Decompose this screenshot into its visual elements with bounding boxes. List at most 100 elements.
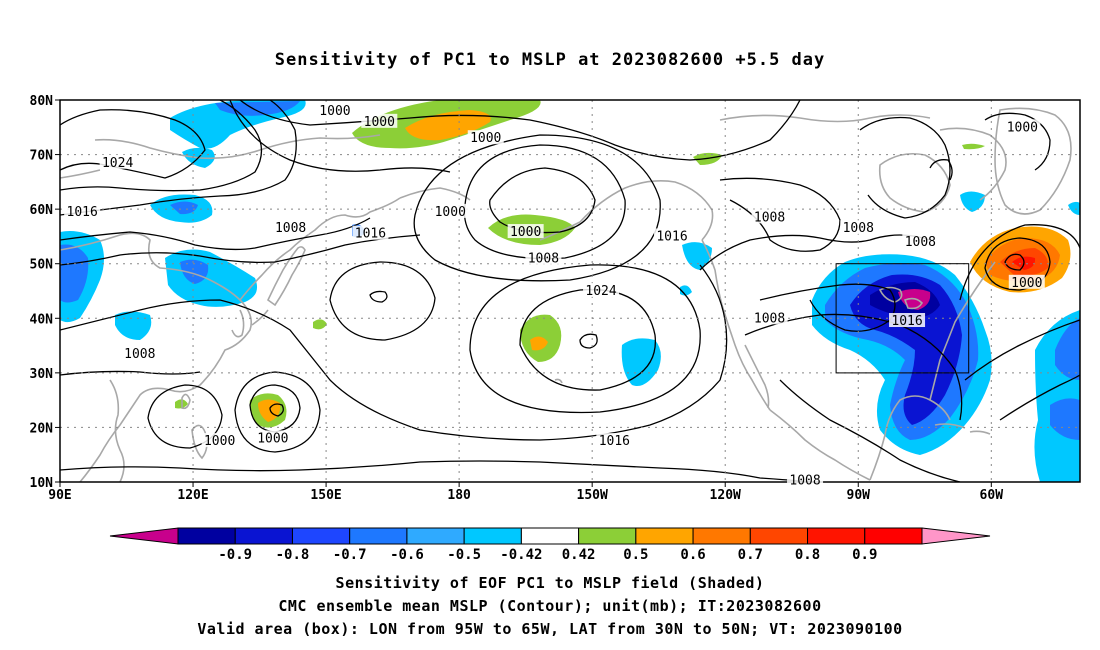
- lat-label: 70N: [30, 149, 54, 164]
- lon-label: 60W: [980, 488, 1004, 503]
- pos-shade-atl-small: [962, 143, 985, 150]
- shaded-sensitivity: [60, 100, 1080, 482]
- contour-label: 1000: [364, 115, 395, 130]
- contour-label: 1000: [257, 431, 288, 446]
- contour-label-bg: [840, 220, 877, 235]
- contour-label-bg: [316, 102, 353, 117]
- colorbar-segment: [406, 527, 465, 545]
- contour-label-bg: [361, 113, 398, 128]
- contour-label-bg: [751, 209, 788, 224]
- neg-shade-atl-ne: [1068, 201, 1080, 215]
- contour-label-bg: [64, 203, 101, 218]
- contour-label-bg: [467, 130, 504, 145]
- contour-label: 1008: [275, 221, 306, 236]
- contour-label: 1024: [102, 156, 133, 171]
- colorbar-label: -0.9: [218, 547, 252, 563]
- contour-label-bg: [583, 283, 620, 297]
- neg-shade-labrador: [960, 191, 985, 212]
- pos-shade-central-core: [530, 336, 548, 351]
- colorbar-max-triangle: [921, 527, 991, 545]
- lat-label: 60N: [30, 203, 54, 218]
- colorbar-label: 0.7: [738, 547, 763, 563]
- lat-label: 30N: [30, 367, 54, 382]
- colorbar-label: 0.5: [623, 547, 648, 563]
- contour-label-bg: [99, 154, 136, 169]
- valid-area-box: [835, 263, 970, 374]
- colorbar-segment: [463, 527, 522, 545]
- pos-shade-typhoon-core: [258, 399, 281, 422]
- contour-label-bg: [352, 225, 389, 240]
- colorbar-segment: [635, 527, 694, 545]
- contour-label-bg: [596, 433, 633, 448]
- contour-label-bg: [201, 433, 238, 448]
- colorbar-label: -0.7: [333, 547, 367, 563]
- lon-label: 120W: [710, 488, 741, 503]
- contour-label-bg: [902, 233, 939, 248]
- contour-label: 1016: [599, 434, 630, 449]
- contour-labels: 1000 1000 1000 1024 1016 1000 1008 1016 1000 1008…: [64, 102, 1045, 488]
- neg-shade-atl-se2: [1050, 398, 1080, 440]
- lon-label: 90E: [48, 488, 71, 503]
- contour-label-bg: [1008, 274, 1045, 289]
- colorbar-segment: [692, 527, 751, 545]
- contour-label: 1008: [754, 311, 785, 326]
- colorbar-label: -0.6: [390, 547, 424, 563]
- colorbar-label: 0.42: [562, 547, 596, 563]
- neg-shade-mongolia-core: [180, 259, 209, 284]
- lon-label: 150W: [577, 488, 608, 503]
- caption-valid-area: Valid area (box): LON from 95W to 65W, L…: [197, 620, 903, 638]
- caption-contour: CMC ensemble mean MSLP (Contour); unit(m…: [278, 597, 822, 615]
- contour-label-bg: [525, 250, 562, 265]
- colorbar-label: -0.8: [276, 547, 310, 563]
- colorbar-label: 0.8: [795, 547, 820, 563]
- pos-shade-kamchatka-small: [313, 319, 327, 330]
- colorbar-label: -0.42: [500, 547, 542, 563]
- lat-label: 80N: [30, 94, 54, 109]
- colorbar-segment: [807, 527, 866, 545]
- contour-label: 1016: [656, 229, 687, 244]
- colorbar-segment: [291, 527, 351, 545]
- colorbar-segment: [349, 527, 408, 545]
- contour-label-bg: [254, 430, 291, 445]
- lat-label: 40N: [30, 312, 54, 327]
- map-title: Sensitivity of PC1 to MSLP at 2023082600…: [274, 50, 826, 70]
- contour-label-bg: [654, 228, 690, 243]
- contour-label: 1024: [585, 284, 616, 299]
- caption-shaded: Sensitivity of EOF PC1 to MSLP field (Sh…: [335, 574, 765, 592]
- contour-label-bg: [1004, 119, 1041, 134]
- neg-shade-gulf: [682, 242, 712, 270]
- colorbar-label: -0.5: [447, 547, 481, 563]
- contour-label-bg: [787, 472, 824, 487]
- contour-label: 1000: [1007, 120, 1038, 135]
- contour-label-bg: [889, 313, 926, 328]
- contour-label: 1000: [319, 104, 350, 119]
- coastlines: [60, 107, 1072, 482]
- contour-label: 1000: [470, 131, 501, 146]
- lon-label: 90W: [847, 488, 871, 503]
- neg-shade-siberia-core: [170, 201, 198, 215]
- contour-label-bg: [121, 345, 158, 360]
- colorbar-label: 0.9: [852, 547, 877, 563]
- contour-label: 1008: [754, 210, 785, 225]
- contour-label: 1008: [528, 251, 559, 266]
- contour-label: 1008: [789, 473, 820, 488]
- lat-lon-grid: [60, 100, 1080, 482]
- contour-label-bg: [432, 203, 469, 218]
- contour-label-bg: [507, 224, 544, 239]
- lat-label: 20N: [30, 421, 54, 436]
- colorbar-segment: [177, 527, 236, 545]
- colorbar: -0.9 -0.8 -0.7 -0.6 -0.5 -0.42 0.42 0.5 0.6 0.7 0.…: [109, 527, 991, 563]
- pos-shade-north-core: [405, 110, 491, 141]
- lat-label: 10N: [30, 476, 54, 491]
- neg-shade-atlantic-se-core: [1055, 318, 1080, 380]
- map-frame: [59, 99, 1081, 483]
- mslp-contours: [60, 100, 1080, 482]
- contour-label-bg: [751, 310, 788, 325]
- colorbar-segment: [749, 527, 809, 545]
- contour-label: 1000: [510, 225, 541, 240]
- neg-shade-pacific-e: [621, 338, 661, 386]
- contour-label: 1016: [67, 205, 98, 220]
- contour-label: 1016: [891, 314, 922, 329]
